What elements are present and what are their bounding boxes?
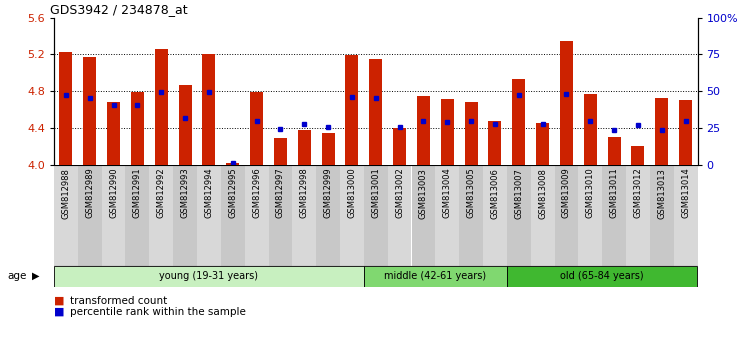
- Bar: [125, 165, 149, 266]
- Bar: [388, 165, 412, 266]
- Bar: [674, 165, 698, 266]
- Bar: [531, 165, 554, 266]
- Text: old (65-84 years): old (65-84 years): [560, 271, 644, 281]
- Bar: [202, 55, 215, 165]
- Text: GSM812996: GSM812996: [252, 168, 261, 218]
- Text: GSM813011: GSM813011: [610, 168, 619, 218]
- Text: GSM812994: GSM812994: [205, 168, 214, 218]
- Text: GSM813002: GSM813002: [395, 168, 404, 218]
- Bar: [226, 163, 239, 165]
- Bar: [464, 102, 478, 165]
- Bar: [656, 98, 668, 165]
- Bar: [83, 57, 96, 165]
- Bar: [417, 96, 430, 165]
- Bar: [441, 98, 454, 165]
- Bar: [102, 165, 125, 266]
- Bar: [364, 165, 388, 266]
- Text: age: age: [8, 271, 27, 281]
- Bar: [507, 165, 531, 266]
- Bar: [298, 130, 310, 165]
- Bar: [268, 165, 292, 266]
- Bar: [626, 165, 650, 266]
- Text: GSM812995: GSM812995: [228, 168, 237, 218]
- Bar: [435, 165, 459, 266]
- Bar: [250, 92, 263, 165]
- Bar: [292, 165, 316, 266]
- Bar: [560, 41, 573, 165]
- Bar: [483, 165, 507, 266]
- Bar: [608, 137, 621, 165]
- Bar: [54, 266, 364, 287]
- Bar: [679, 100, 692, 165]
- Text: GSM812997: GSM812997: [276, 168, 285, 218]
- Text: young (19-31 years): young (19-31 years): [160, 271, 259, 281]
- Text: middle (42-61 years): middle (42-61 years): [384, 271, 487, 281]
- Bar: [154, 49, 168, 165]
- Text: GSM812991: GSM812991: [133, 168, 142, 218]
- Bar: [130, 92, 144, 165]
- Bar: [274, 138, 287, 165]
- Bar: [316, 165, 340, 266]
- Text: GSM813007: GSM813007: [514, 168, 523, 218]
- Text: GSM813005: GSM813005: [466, 168, 476, 218]
- Text: GSM813010: GSM813010: [586, 168, 595, 218]
- Bar: [322, 133, 334, 165]
- Text: GSM812993: GSM812993: [181, 168, 190, 218]
- Text: GSM813012: GSM813012: [634, 168, 643, 218]
- Text: GSM813001: GSM813001: [371, 168, 380, 218]
- Text: GSM813014: GSM813014: [681, 168, 690, 218]
- Text: ■: ■: [54, 296, 64, 306]
- Text: GSM813006: GSM813006: [490, 168, 500, 218]
- Text: GSM813013: GSM813013: [657, 168, 666, 218]
- Text: GSM812988: GSM812988: [62, 168, 70, 218]
- Bar: [650, 165, 674, 266]
- Text: percentile rank within the sample: percentile rank within the sample: [70, 307, 246, 316]
- Text: GSM812990: GSM812990: [109, 168, 118, 218]
- Text: GSM812989: GSM812989: [86, 168, 94, 218]
- Bar: [632, 146, 644, 165]
- Bar: [602, 165, 626, 266]
- Text: ■: ■: [54, 307, 64, 316]
- Text: transformed count: transformed count: [70, 296, 168, 306]
- Text: GSM812998: GSM812998: [300, 168, 309, 218]
- Bar: [578, 165, 602, 266]
- Bar: [536, 123, 549, 165]
- Bar: [107, 102, 120, 165]
- Bar: [220, 165, 245, 266]
- Bar: [488, 121, 502, 165]
- Bar: [459, 165, 483, 266]
- Bar: [554, 165, 578, 266]
- Bar: [345, 55, 358, 165]
- Text: GSM812992: GSM812992: [157, 168, 166, 218]
- Bar: [340, 165, 364, 266]
- Bar: [149, 165, 173, 266]
- Text: GSM813004: GSM813004: [442, 168, 452, 218]
- Text: GSM812999: GSM812999: [323, 168, 332, 218]
- Bar: [584, 94, 597, 165]
- Bar: [369, 59, 382, 165]
- Bar: [364, 266, 507, 287]
- Text: GSM813009: GSM813009: [562, 168, 571, 218]
- Text: GSM813000: GSM813000: [347, 168, 356, 218]
- Bar: [78, 165, 102, 266]
- Text: ▶: ▶: [32, 271, 39, 281]
- Text: GDS3942 / 234878_at: GDS3942 / 234878_at: [50, 3, 188, 16]
- Bar: [59, 52, 73, 165]
- Bar: [244, 165, 268, 266]
- Bar: [178, 85, 192, 165]
- Bar: [507, 266, 698, 287]
- Bar: [197, 165, 220, 266]
- Bar: [393, 128, 406, 165]
- Bar: [54, 165, 78, 266]
- Text: GSM813008: GSM813008: [538, 168, 547, 218]
- Bar: [173, 165, 197, 266]
- Bar: [512, 79, 525, 165]
- Text: GSM813003: GSM813003: [419, 168, 428, 218]
- Bar: [412, 165, 435, 266]
